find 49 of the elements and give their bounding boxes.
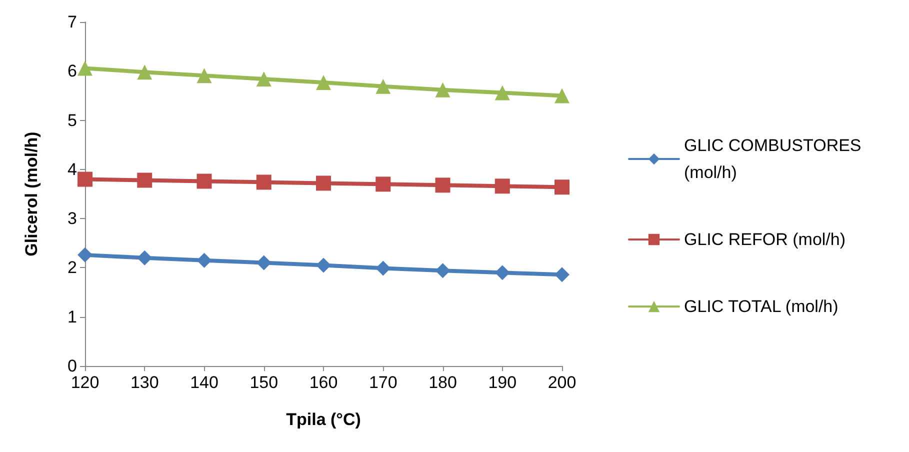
legend-label: GLIC REFOR (mol/h) [684,230,846,249]
point [137,172,152,188]
y-tick-label: 4 [68,160,77,179]
point [256,255,272,270]
y-tick-label: 3 [68,209,77,228]
x-tick-label: 190 [488,373,517,392]
point [316,176,331,191]
y-tick-label: 5 [68,110,77,130]
point [494,265,510,280]
point [316,258,331,273]
legend-label: GLIC TOTAL (mol/h) [684,297,838,316]
point [196,174,212,189]
point [256,174,272,190]
legend-label: GLIC COMBUSTORES (mol/h) [684,136,866,182]
x-tick-label: 180 [428,373,457,392]
x-axis-title: Tpila (°C) [286,410,361,429]
point [554,88,570,104]
y-tick-label: 2 [68,258,77,278]
point [316,74,331,90]
x-tick-label: 150 [250,373,278,392]
point [376,260,391,276]
x-tick-label: 140 [190,373,218,392]
point [78,172,92,187]
point [435,82,450,98]
point [494,178,510,194]
x-tick-label: 200 [548,373,576,392]
point [256,72,272,87]
point [78,247,92,262]
point [554,267,570,282]
point [196,68,212,84]
y-tick-label: 1 [68,307,77,326]
point [137,64,152,80]
point [78,60,92,76]
y-tick-label: 6 [68,62,77,81]
x-tick-label: 120 [70,373,100,392]
x-tick-label: 170 [368,373,398,392]
point [435,178,450,193]
point [196,252,212,268]
y-tick-label: 7 [68,12,77,32]
x-tick-label: 160 [309,373,338,392]
x-tick-label: 130 [130,373,159,392]
point [376,78,391,94]
point [137,250,152,266]
y-axis-title: Glicerol (mol/h) [22,132,41,256]
y-tick-label: 0 [68,356,77,376]
point [494,85,510,100]
point [376,176,391,192]
point [554,180,570,195]
point [435,263,450,278]
